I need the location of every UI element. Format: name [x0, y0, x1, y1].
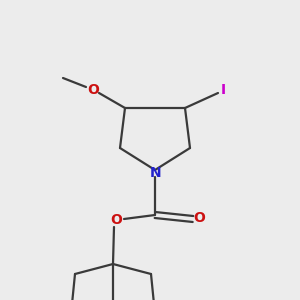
- Text: O: O: [87, 83, 99, 97]
- Text: I: I: [220, 83, 226, 97]
- Text: O: O: [110, 213, 122, 227]
- Text: O: O: [193, 211, 205, 225]
- Text: N: N: [150, 166, 162, 180]
